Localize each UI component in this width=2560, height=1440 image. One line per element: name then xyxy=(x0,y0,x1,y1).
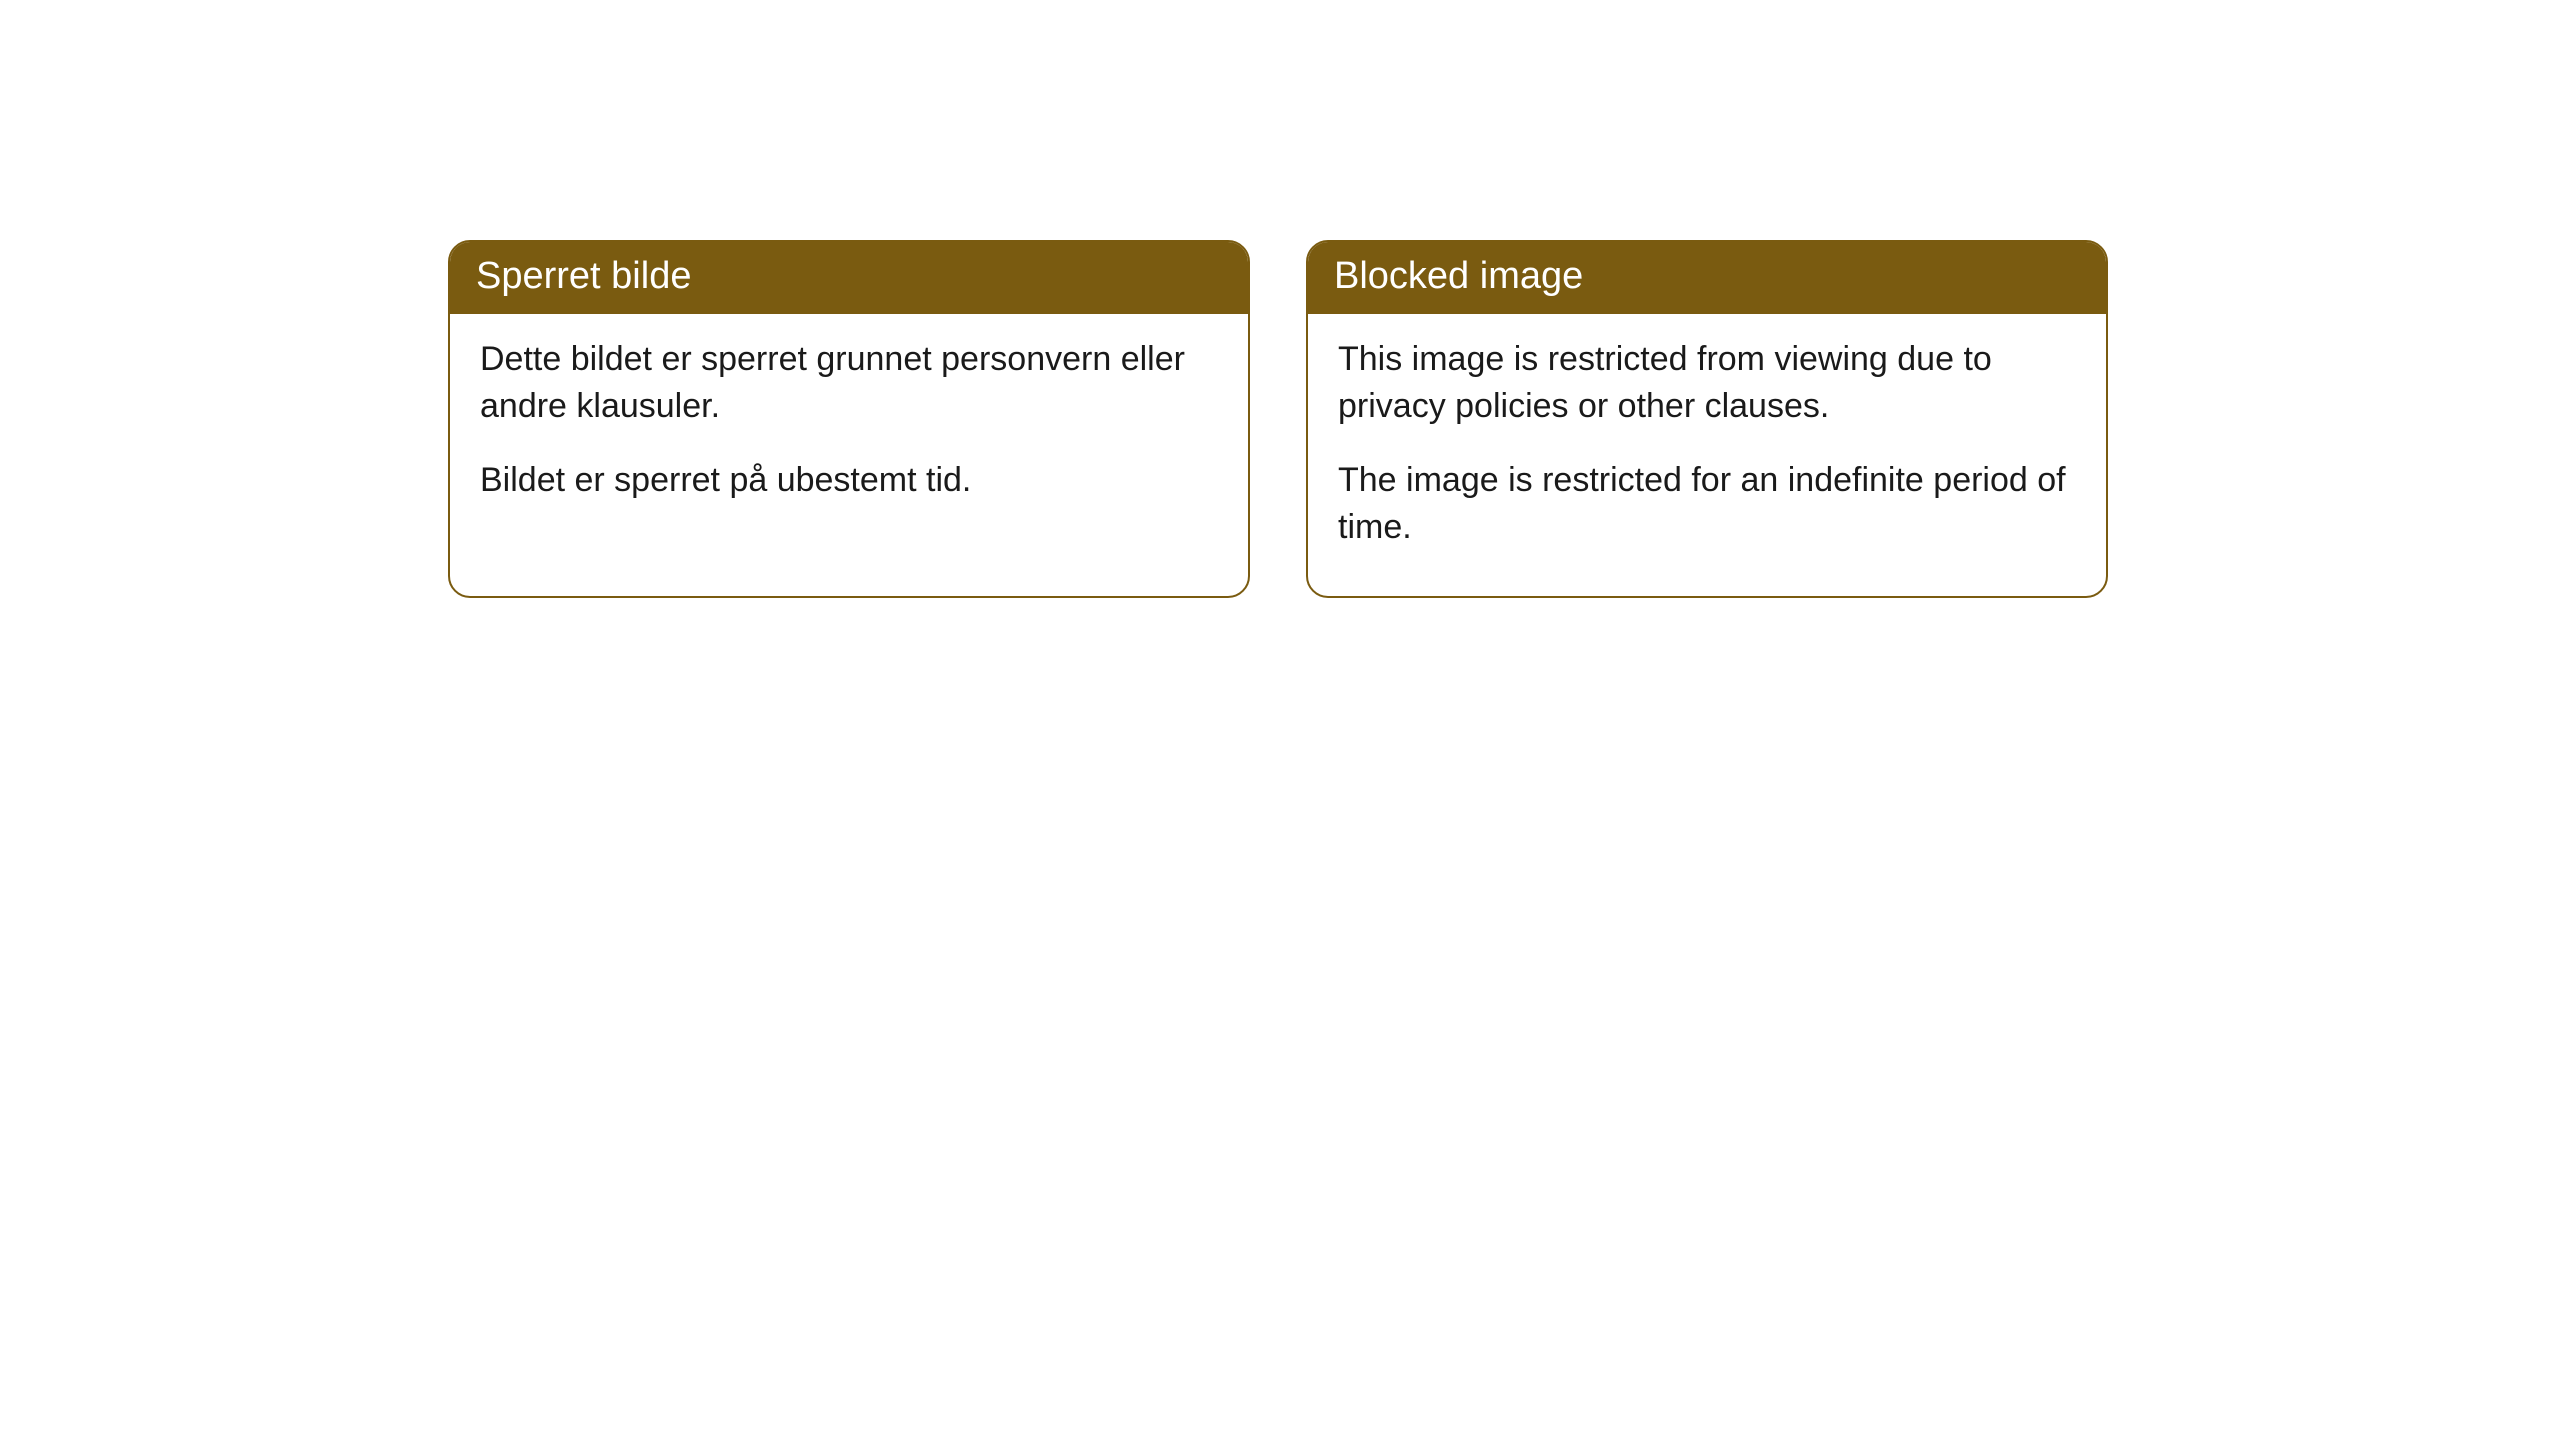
card-paragraph: Dette bildet er sperret grunnet personve… xyxy=(480,336,1218,431)
card-body: This image is restricted from viewing du… xyxy=(1308,314,2106,596)
card-title: Blocked image xyxy=(1308,242,2106,314)
card-body: Dette bildet er sperret grunnet personve… xyxy=(450,314,1248,549)
notice-cards-container: Sperret bilde Dette bildet er sperret gr… xyxy=(0,0,2560,598)
card-paragraph: This image is restricted from viewing du… xyxy=(1338,336,2076,431)
card-paragraph: Bildet er sperret på ubestemt tid. xyxy=(480,457,1218,505)
card-paragraph: The image is restricted for an indefinit… xyxy=(1338,457,2076,552)
blocked-image-card-en: Blocked image This image is restricted f… xyxy=(1306,240,2108,598)
blocked-image-card-no: Sperret bilde Dette bildet er sperret gr… xyxy=(448,240,1250,598)
card-title: Sperret bilde xyxy=(450,242,1248,314)
